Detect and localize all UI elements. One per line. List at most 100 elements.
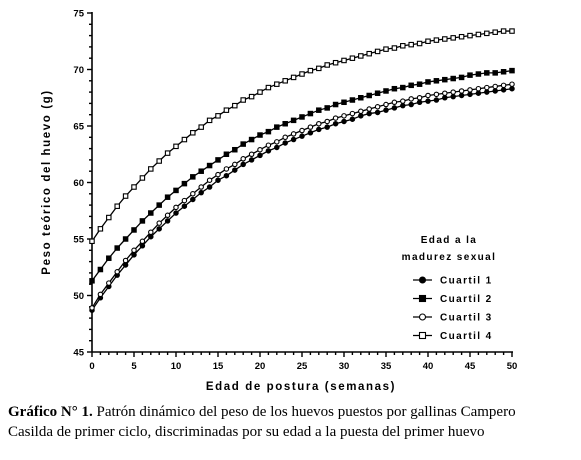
data-point [265,128,272,135]
data-point [450,89,456,95]
x-axis-title: Edad de postura (semanas) [206,381,396,393]
chart-legend: Edad a la madurez sexual Cuartil 1 Cuarti… [402,235,497,342]
data-point [215,177,221,183]
data-point [215,171,221,178]
data-point [425,38,431,44]
data-point [442,76,448,83]
data-point [324,105,330,111]
data-point [425,92,431,99]
data-point [391,105,398,111]
data-point [265,148,272,154]
data-point [442,90,448,96]
legend-title-line1: Edad a la [421,235,478,246]
data-point [391,45,398,51]
legend-item: Cuartil 3 [413,313,491,324]
data-point [114,245,120,251]
data-point [349,110,356,117]
data-point [290,131,297,137]
data-point [374,109,381,116]
data-point [232,146,238,153]
data-point [509,81,515,87]
data-point [509,67,515,74]
x-tick-label: 40 [423,361,434,372]
data-point [240,97,246,103]
data-point [467,32,473,39]
data-point [341,99,347,106]
data-point [366,50,372,57]
caption-text-line2: Casilda de primer ciclo, discriminadas p… [8,424,485,440]
data-point [181,203,188,209]
data-point [307,124,314,130]
data-point [492,70,498,76]
data-point [148,210,154,216]
data-point [425,79,431,85]
caption-line1: Gráfico N° 1. Patrón dinámico del peso d… [8,402,578,422]
data-point [433,78,440,84]
data-point [450,35,456,41]
data-point [332,101,339,108]
data-point [366,110,372,117]
data-point [223,151,230,158]
data-point [223,166,230,172]
data-point [274,124,280,130]
data-point [89,238,95,245]
data-point [114,269,120,275]
data-point [122,236,129,242]
data-point [433,97,440,103]
data-point [316,107,322,113]
x-tick-label: 10 [171,361,182,372]
x-tick-label: 5 [131,361,137,372]
data-point [114,203,120,209]
caption-text-line1: Patrón dinámico del peso de los huevos p… [96,404,516,420]
data-point [173,187,179,194]
legend-swatch-marker [418,313,427,321]
y-tick-label: 60 [73,178,84,189]
data-point [122,257,129,264]
data-point [198,184,204,190]
data-point [341,57,347,64]
data-point [248,93,255,100]
data-point [274,144,280,151]
legend-title-line2: madurez sexual [402,252,497,263]
data-point [265,84,272,91]
data-point [391,85,398,92]
data-point [416,95,423,101]
data-point [458,74,465,81]
data-point [156,220,162,226]
data-point [148,166,154,172]
data-point [374,90,381,96]
data-point [148,233,154,240]
data-point [106,280,112,286]
data-point [500,28,507,34]
data-point [139,238,146,245]
x-tick-label: 20 [255,361,266,372]
data-point [475,31,482,38]
legend-label: Cuartil 1 [440,276,493,287]
data-point [156,158,162,164]
x-tick-label: 15 [213,361,224,372]
data-point [173,143,179,150]
legend-item: Cuartil 4 [413,331,493,342]
legend-label: Cuartil 4 [440,331,493,342]
data-point [416,40,423,47]
data-point [475,85,482,92]
data-point [299,127,305,134]
data-point [416,99,423,106]
legend-swatch-marker [418,331,427,340]
data-point [131,247,137,254]
data-point [433,91,440,98]
data-point [164,194,171,200]
data-point [181,180,188,187]
data-point [156,202,162,208]
data-point [307,110,314,117]
data-point [164,212,171,219]
data-point [97,291,104,298]
data-point [408,101,414,108]
data-point [475,71,482,77]
y-tick-label: 55 [73,235,84,246]
data-point [215,113,221,119]
data-point [366,106,372,112]
data-point [164,218,171,224]
data-point [299,133,305,139]
data-point [190,130,196,136]
